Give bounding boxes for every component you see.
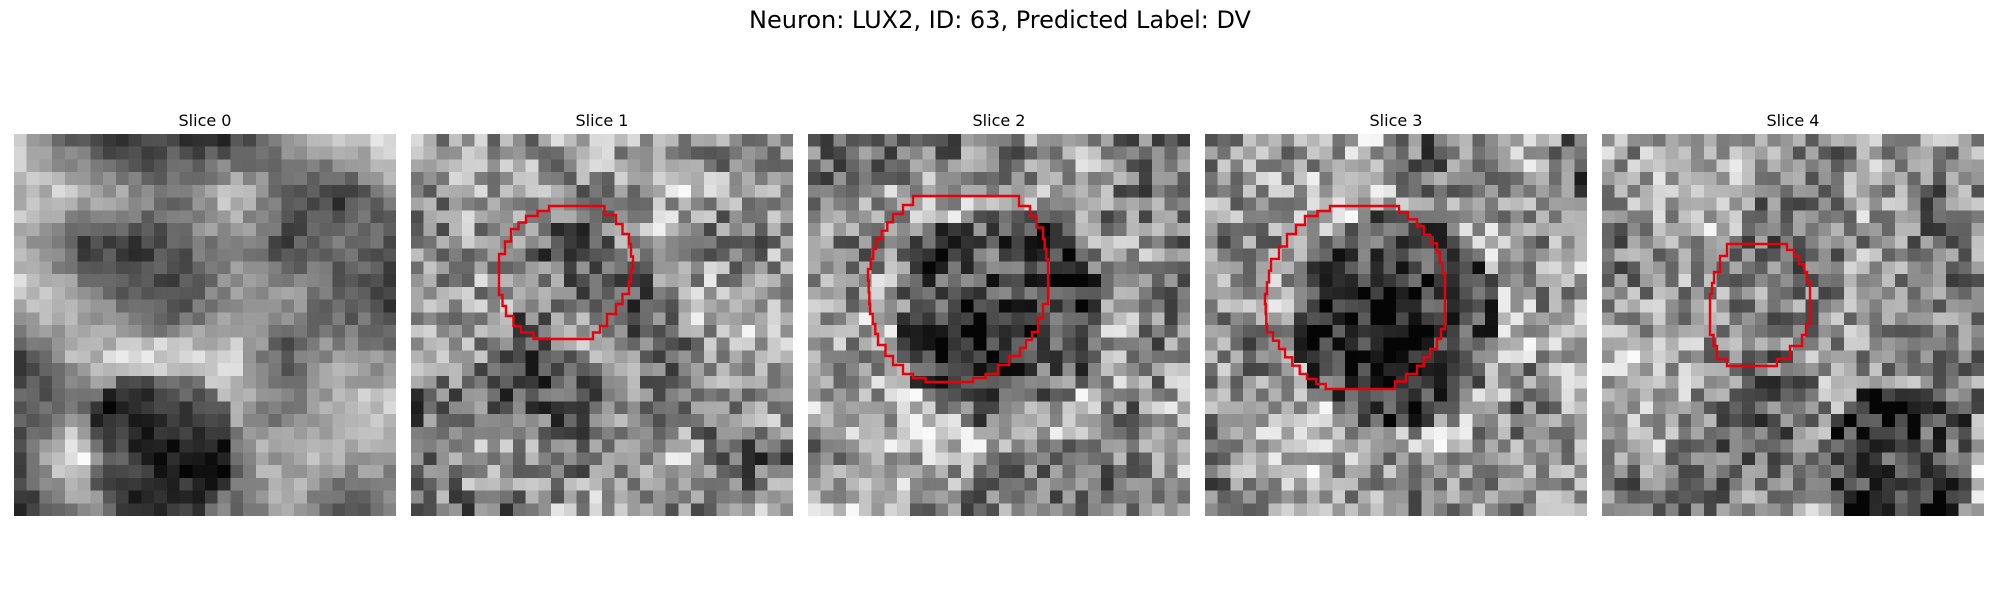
slice-panel-4: Slice 4 bbox=[1602, 108, 1984, 516]
roi-contour bbox=[497, 204, 635, 341]
roi-contour bbox=[1708, 242, 1812, 368]
contour-overlay bbox=[14, 134, 396, 516]
slice-panel-0: Slice 0 bbox=[14, 108, 396, 516]
grayscale-image bbox=[1205, 134, 1587, 516]
grayscale-image bbox=[14, 134, 396, 516]
slice-panel-2: Slice 2 bbox=[808, 108, 1190, 516]
roi-contour bbox=[1263, 204, 1447, 391]
slice-image bbox=[411, 134, 793, 516]
grayscale-image bbox=[1602, 134, 1984, 516]
contour-overlay bbox=[1708, 242, 1812, 368]
slice-panel-3: Slice 3 bbox=[1205, 108, 1587, 516]
slice-title: Slice 4 bbox=[1766, 111, 1820, 130]
slice-title: Slice 0 bbox=[178, 111, 232, 130]
slice-title: Slice 3 bbox=[1369, 111, 1423, 130]
contour-overlay bbox=[866, 194, 1050, 384]
figure-title: Neuron: LUX2, ID: 63, Predicted Label: D… bbox=[749, 6, 1251, 34]
contour-overlay bbox=[1263, 204, 1447, 391]
slice-title: Slice 2 bbox=[972, 111, 1026, 130]
slice-panel-1: Slice 1 bbox=[411, 108, 793, 516]
contour-overlay bbox=[497, 204, 635, 341]
roi-contour bbox=[866, 194, 1050, 384]
slice-image bbox=[1602, 134, 1984, 516]
slice-title: Slice 1 bbox=[575, 111, 629, 130]
slice-image bbox=[1205, 134, 1587, 516]
slice-image bbox=[808, 134, 1190, 516]
slice-image bbox=[14, 134, 396, 516]
